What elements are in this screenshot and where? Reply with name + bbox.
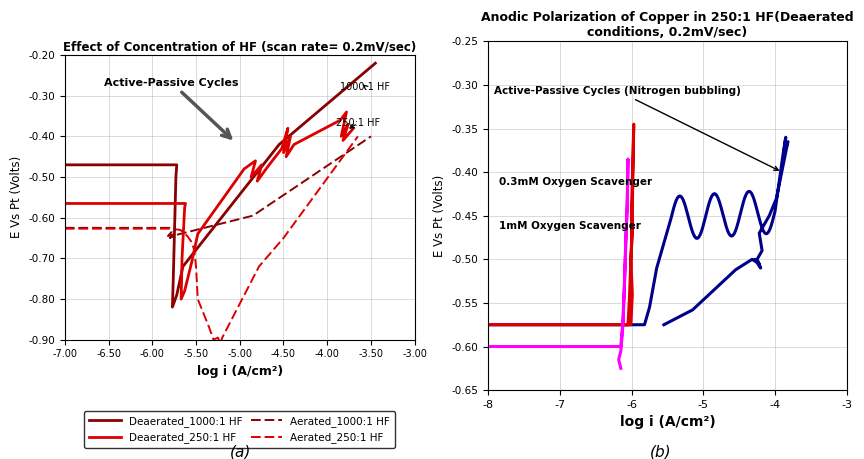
- X-axis label: log i (A/cm²): log i (A/cm²): [619, 415, 715, 430]
- Y-axis label: E Vs Pt (Volts): E Vs Pt (Volts): [10, 156, 22, 239]
- Y-axis label: E Vs Pt (Volts): E Vs Pt (Volts): [433, 174, 446, 257]
- Text: 0.3mM Oxygen Scavenger: 0.3mM Oxygen Scavenger: [499, 177, 652, 187]
- Text: 250:1 HF: 250:1 HF: [335, 118, 379, 128]
- Title: Anodic Polarization of Copper in 250:1 HF(Deaerated
conditions, 0.2mV/sec): Anodic Polarization of Copper in 250:1 H…: [481, 11, 854, 39]
- Text: Active-Passive Cycles (Nitrogen bubbling): Active-Passive Cycles (Nitrogen bubbling…: [494, 86, 778, 170]
- Text: 1000:1 HF: 1000:1 HF: [340, 82, 391, 92]
- Text: Active-Passive Cycles: Active-Passive Cycles: [105, 78, 238, 138]
- Legend: Deaerated_1000:1 HF, Deaerated_250:1 HF, Aerated_1000:1 HF, Aerated_250:1 HF: Deaerated_1000:1 HF, Deaerated_250:1 HF,…: [84, 411, 396, 448]
- Text: 1mM Oxygen Scavenger: 1mM Oxygen Scavenger: [499, 221, 641, 231]
- Text: (b): (b): [650, 445, 672, 459]
- Title: Effect of Concentration of HF (scan rate= 0.2mV/sec): Effect of Concentration of HF (scan rate…: [63, 41, 416, 54]
- X-axis label: log i (A/cm²): log i (A/cm²): [197, 365, 283, 378]
- Text: (a): (a): [230, 445, 251, 459]
